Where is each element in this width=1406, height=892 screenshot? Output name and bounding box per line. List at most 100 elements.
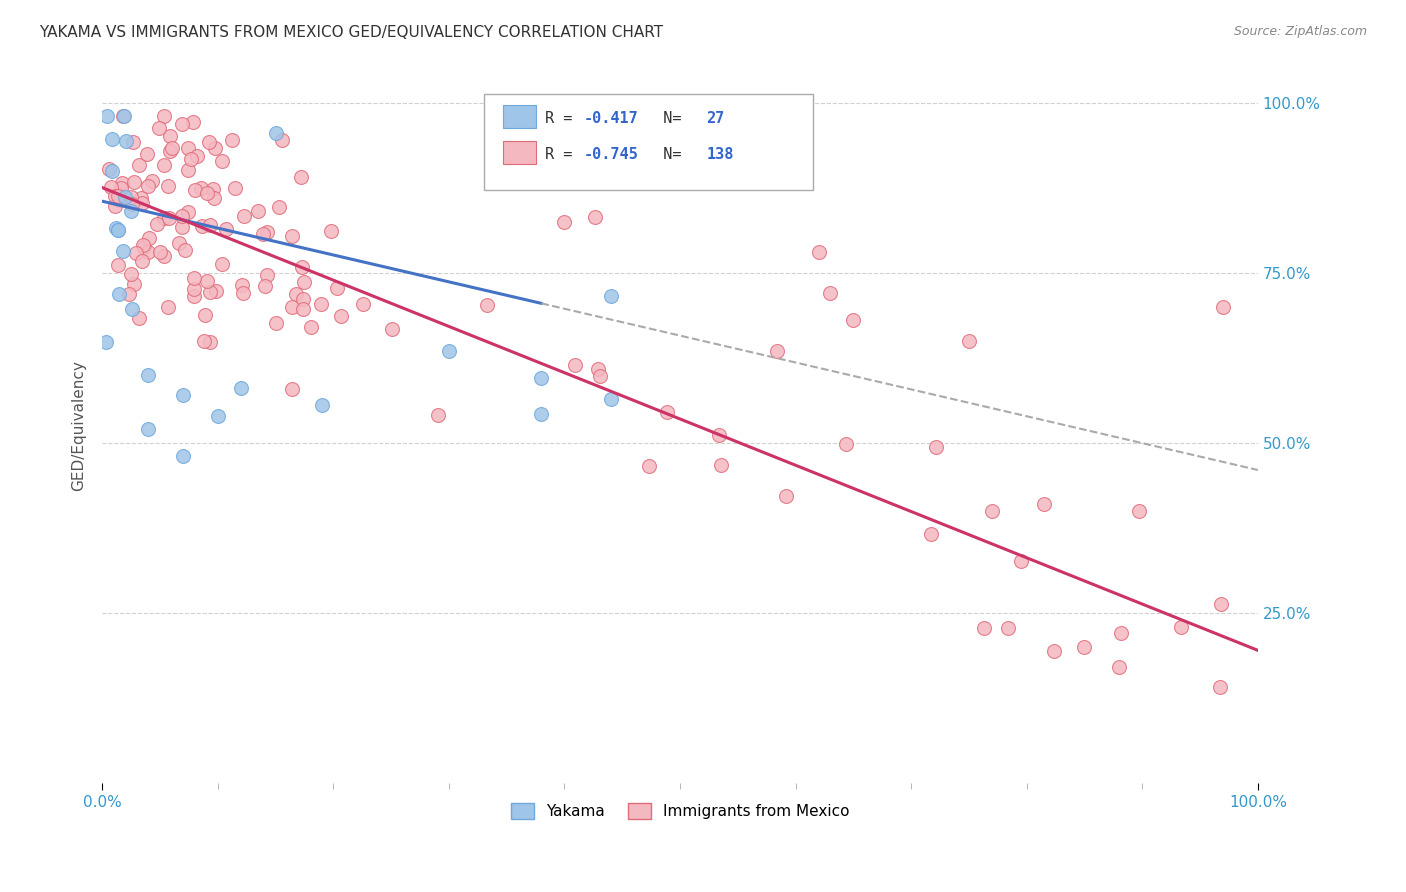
Immigrants from Mexico: [319, 224, 342, 238]
Immigrants from Mexico: [281, 300, 304, 314]
Yakama: [112, 109, 135, 123]
Immigrants from Mexico: [330, 309, 353, 323]
Immigrants from Mexico: [211, 154, 233, 169]
Immigrants from Mexico: [193, 334, 215, 348]
Immigrants from Mexico: [131, 191, 153, 205]
Immigrants from Mexico: [1033, 497, 1056, 511]
Immigrants from Mexico: [191, 219, 214, 234]
Immigrants from Mexico: [172, 117, 194, 131]
Text: YAKAMA VS IMMIGRANTS FROM MEXICO GED/EQUIVALENCY CORRELATION CHART: YAKAMA VS IMMIGRANTS FROM MEXICO GED/EQU…: [39, 25, 664, 40]
Immigrants from Mexico: [190, 181, 212, 195]
Immigrants from Mexico: [820, 286, 842, 301]
Yakama: [100, 132, 122, 146]
Immigrants from Mexico: [655, 405, 678, 419]
Immigrants from Mexico: [589, 369, 612, 384]
Immigrants from Mexico: [1109, 626, 1132, 640]
Immigrants from Mexico: [124, 277, 146, 291]
Immigrants from Mexico: [159, 128, 181, 143]
Immigrants from Mexico: [204, 284, 226, 298]
Y-axis label: GED/Equivalency: GED/Equivalency: [72, 360, 86, 491]
FancyBboxPatch shape: [484, 94, 813, 190]
Immigrants from Mexico: [136, 178, 159, 193]
Immigrants from Mexico: [131, 254, 153, 268]
Immigrants from Mexico: [221, 133, 243, 147]
Immigrants from Mexico: [232, 285, 254, 300]
Immigrants from Mexico: [153, 249, 176, 263]
Immigrants from Mexico: [224, 180, 246, 194]
Immigrants from Mexico: [271, 134, 294, 148]
Immigrants from Mexico: [131, 196, 153, 211]
Immigrants from Mexico: [1209, 681, 1232, 695]
Yakama: [229, 381, 252, 395]
Immigrants from Mexico: [426, 408, 449, 422]
Yakama: [530, 407, 553, 421]
Immigrants from Mexico: [247, 204, 270, 219]
Text: R =: R =: [544, 112, 581, 127]
Text: R =: R =: [544, 147, 581, 162]
Immigrants from Mexico: [291, 260, 314, 274]
Immigrants from Mexico: [97, 162, 120, 177]
Immigrants from Mexico: [112, 109, 135, 123]
Immigrants from Mexico: [198, 285, 221, 299]
Yakama: [437, 343, 460, 358]
Immigrants from Mexico: [381, 322, 404, 336]
Immigrants from Mexico: [122, 136, 145, 150]
Immigrants from Mexico: [156, 300, 179, 314]
Yakama: [530, 371, 553, 385]
Immigrants from Mexico: [1108, 660, 1130, 674]
Immigrants from Mexico: [111, 176, 134, 190]
Immigrants from Mexico: [177, 162, 200, 177]
Immigrants from Mexico: [120, 189, 142, 203]
Immigrants from Mexico: [152, 158, 174, 172]
Immigrants from Mexico: [211, 257, 233, 271]
Immigrants from Mexico: [121, 197, 143, 211]
Immigrants from Mexico: [326, 280, 349, 294]
Text: Source: ZipAtlas.com: Source: ZipAtlas.com: [1233, 25, 1367, 38]
Yakama: [138, 368, 160, 382]
Immigrants from Mexico: [104, 188, 127, 202]
Immigrants from Mexico: [186, 149, 208, 163]
Immigrants from Mexico: [256, 225, 278, 239]
Immigrants from Mexico: [291, 301, 314, 316]
Yakama: [207, 409, 229, 423]
Text: 138: 138: [707, 147, 734, 162]
Yakama: [172, 450, 194, 464]
Immigrants from Mexico: [156, 179, 179, 194]
Immigrants from Mexico: [588, 362, 610, 376]
Immigrants from Mexico: [160, 141, 183, 155]
Yakama: [120, 203, 142, 218]
Immigrants from Mexico: [215, 222, 238, 236]
Immigrants from Mexico: [292, 275, 315, 289]
Immigrants from Mexico: [564, 358, 586, 372]
Immigrants from Mexico: [198, 218, 221, 232]
Immigrants from Mexico: [107, 194, 129, 208]
Immigrants from Mexico: [290, 170, 312, 185]
Immigrants from Mexico: [195, 186, 218, 200]
Immigrants from Mexico: [352, 297, 374, 311]
Immigrants from Mexico: [153, 109, 176, 123]
Immigrants from Mexico: [134, 239, 156, 253]
Immigrants from Mexico: [1010, 554, 1032, 568]
Text: -0.417: -0.417: [583, 112, 638, 127]
Yakama: [599, 289, 621, 303]
Immigrants from Mexico: [184, 182, 207, 196]
Yakama: [121, 302, 143, 317]
Immigrants from Mexico: [835, 437, 858, 451]
Immigrants from Mexico: [583, 210, 606, 224]
Immigrants from Mexico: [281, 382, 304, 396]
Immigrants from Mexico: [152, 211, 174, 226]
Immigrants from Mexico: [177, 141, 200, 155]
Immigrants from Mexico: [1170, 619, 1192, 633]
Immigrants from Mexico: [202, 191, 225, 205]
Yakama: [111, 244, 134, 259]
Immigrants from Mexico: [157, 211, 180, 225]
Yakama: [138, 422, 160, 436]
Immigrants from Mexico: [638, 458, 661, 473]
Immigrants from Mexico: [775, 490, 797, 504]
Immigrants from Mexico: [104, 199, 127, 213]
Yakama: [115, 134, 138, 148]
Immigrants from Mexico: [141, 173, 163, 187]
Immigrants from Mexico: [842, 313, 865, 327]
Immigrants from Mexico: [1211, 597, 1233, 611]
Immigrants from Mexico: [100, 180, 122, 194]
